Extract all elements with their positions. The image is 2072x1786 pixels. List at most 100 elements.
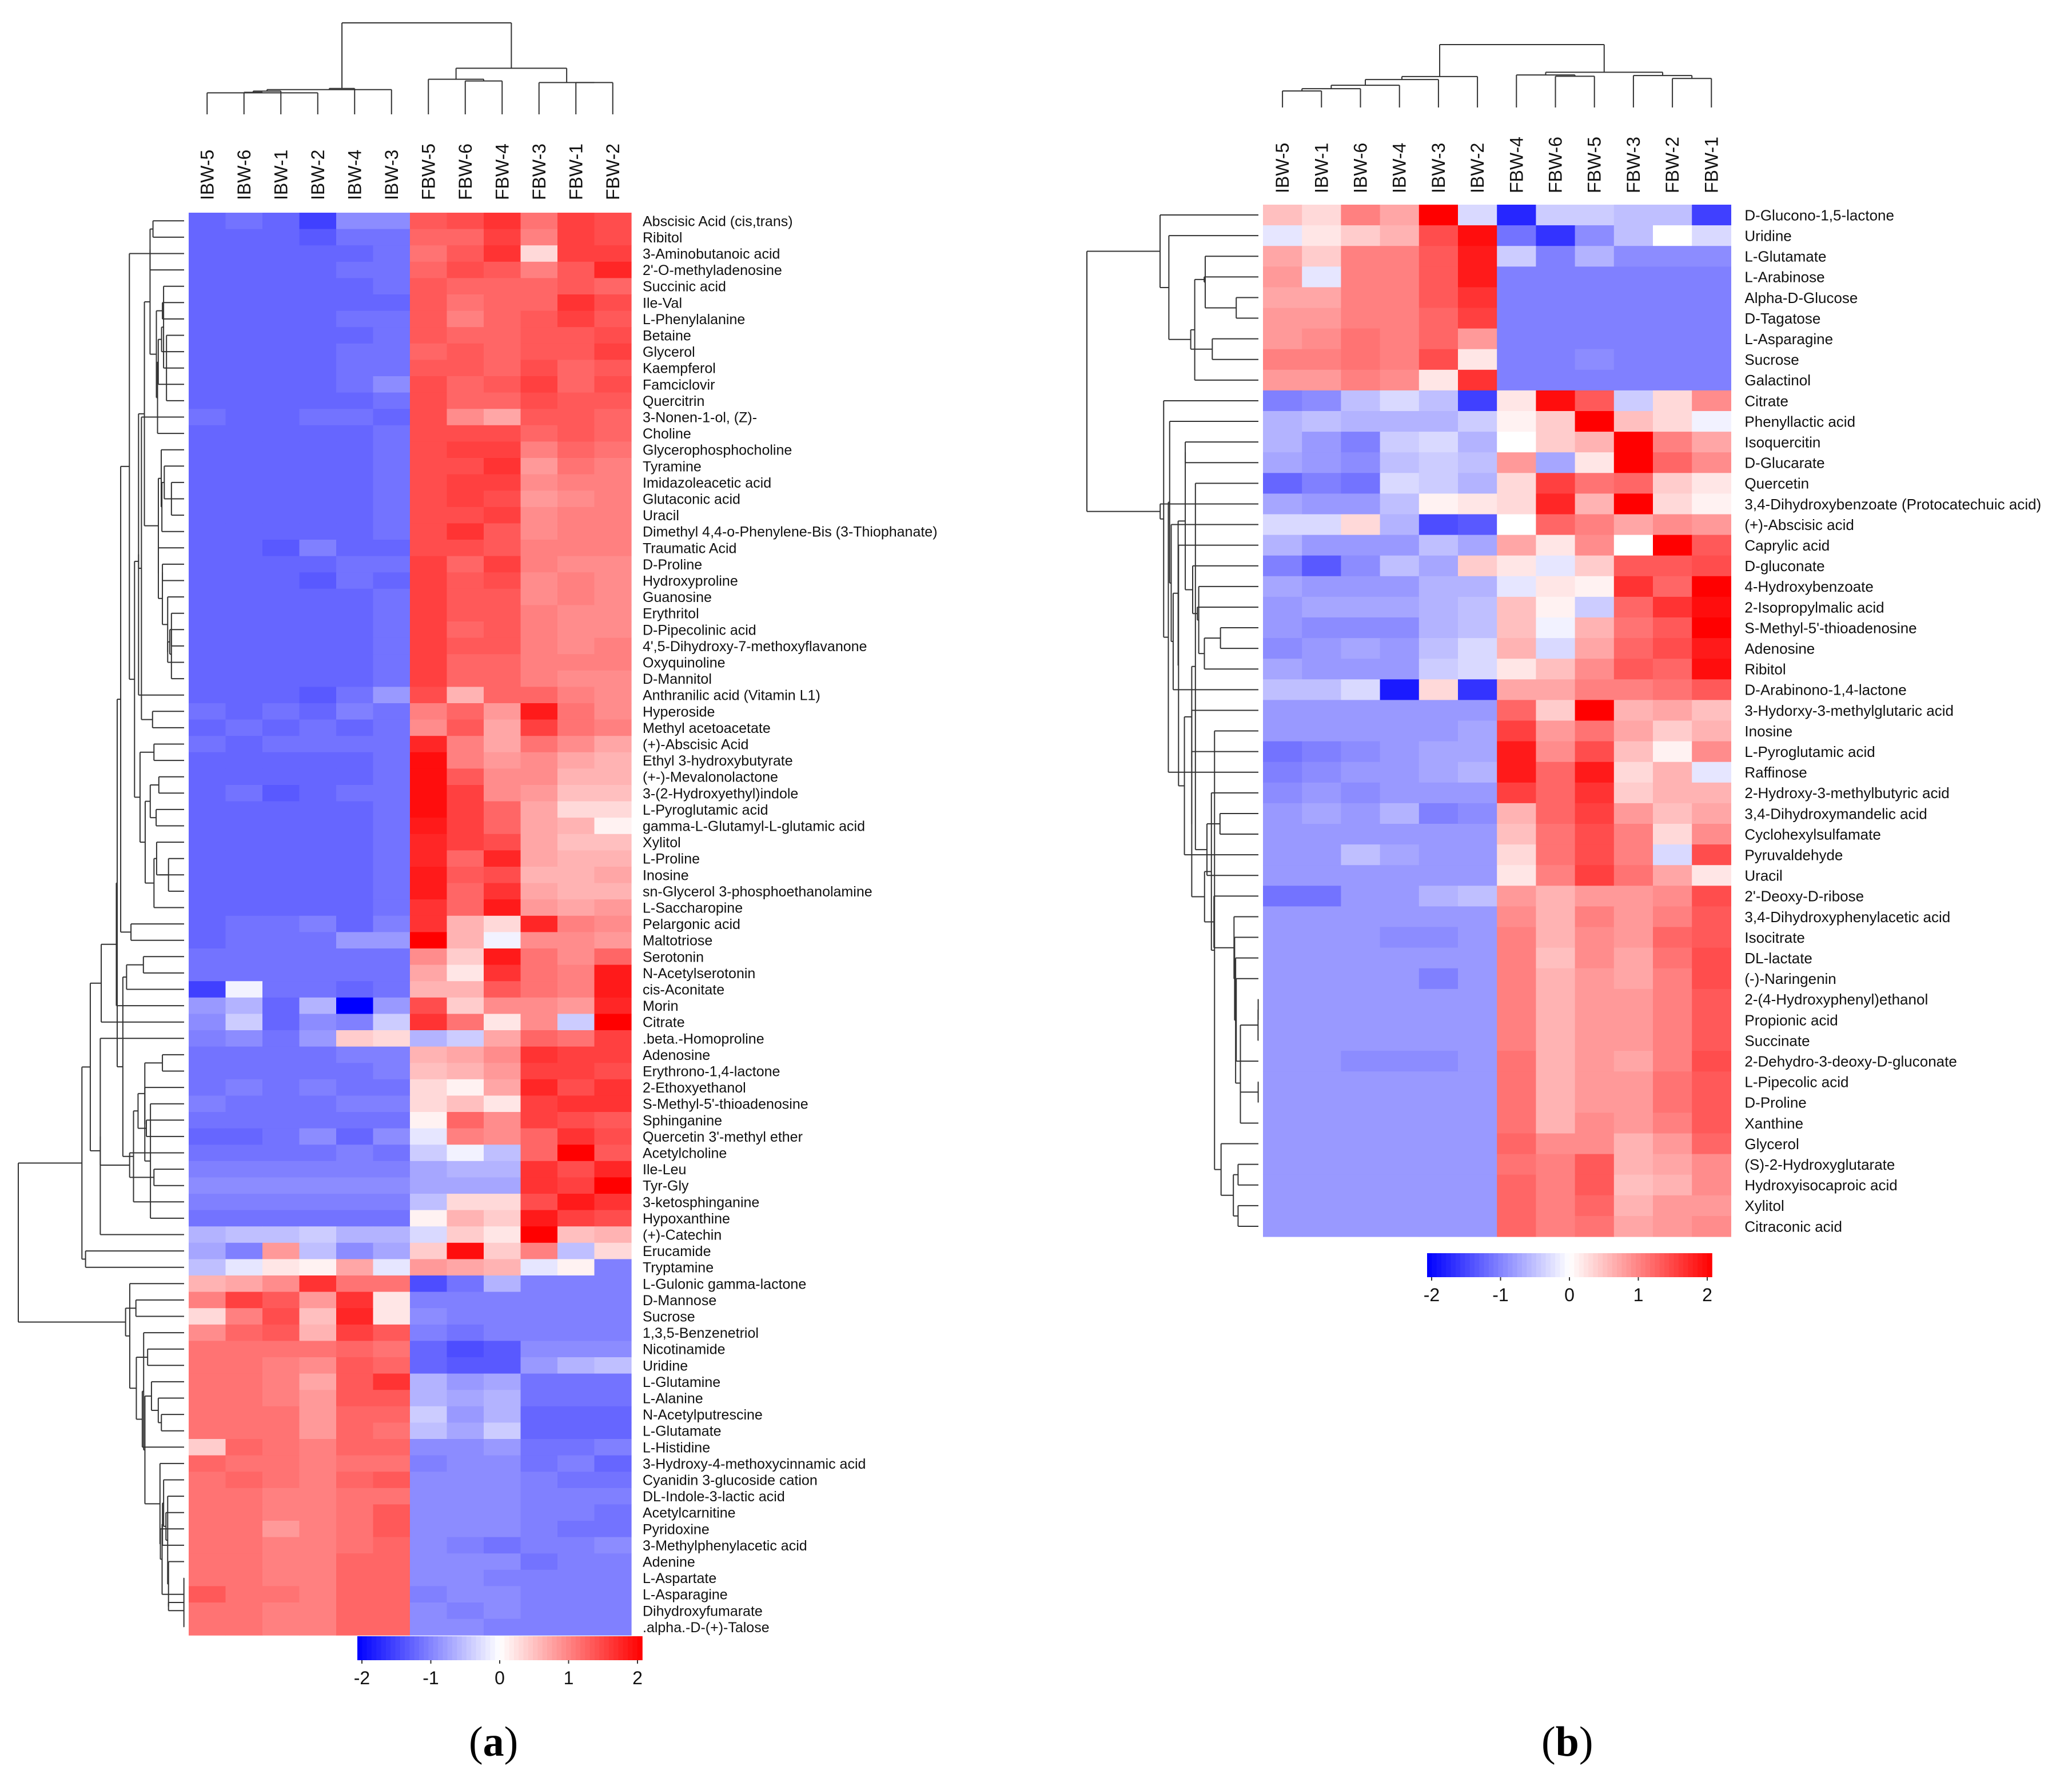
heatmap-cell bbox=[594, 213, 632, 230]
heatmap-cell bbox=[1653, 988, 1692, 1010]
legend-swatch bbox=[1698, 1253, 1703, 1277]
heatmap-cell bbox=[520, 1275, 558, 1293]
heatmap-cell bbox=[262, 850, 300, 867]
heatmap-cell bbox=[1341, 824, 1381, 845]
heatmap-cell bbox=[189, 1569, 226, 1586]
legend-swatch bbox=[1531, 1253, 1537, 1277]
heatmap-cell bbox=[594, 801, 632, 818]
heatmap-cell bbox=[484, 1226, 521, 1243]
heatmap-cell bbox=[1497, 576, 1536, 597]
heatmap-cell bbox=[225, 899, 263, 916]
heatmap-cell bbox=[1418, 700, 1459, 721]
row-label: Imidazoleacetic acid bbox=[643, 475, 771, 491]
heatmap-cell bbox=[594, 229, 632, 246]
heatmap-cell bbox=[410, 1242, 448, 1259]
heatmap-cell bbox=[410, 1324, 448, 1341]
heatmap-cell bbox=[1575, 1009, 1615, 1031]
heatmap-cell bbox=[557, 818, 595, 835]
heatmap-cell bbox=[1497, 906, 1536, 928]
heatmap-cell bbox=[594, 588, 632, 605]
heatmap-cell bbox=[1575, 411, 1615, 432]
row-label: Erucamide bbox=[643, 1243, 711, 1259]
heatmap-cell bbox=[557, 932, 595, 949]
legend-swatch bbox=[1545, 1253, 1551, 1277]
heatmap-cell bbox=[594, 1177, 632, 1194]
heatmap-cell bbox=[299, 621, 337, 639]
heatmap-cell bbox=[1692, 741, 1731, 763]
heatmap-cell bbox=[594, 1275, 632, 1293]
legend-swatch bbox=[1583, 1253, 1589, 1277]
heatmap-cell bbox=[336, 1308, 374, 1325]
heatmap-cell bbox=[1653, 886, 1692, 907]
heatmap-cell bbox=[1380, 1071, 1420, 1093]
row-label: (+-)-Mevalonolactone bbox=[643, 770, 778, 786]
heatmap-cell bbox=[447, 458, 484, 475]
heatmap-cell bbox=[1263, 988, 1302, 1010]
heatmap-cell bbox=[336, 834, 374, 851]
heatmap-cell bbox=[1263, 700, 1302, 721]
heatmap-cell bbox=[1380, 576, 1420, 597]
heatmap-cell bbox=[447, 736, 484, 753]
heatmap-cell bbox=[336, 785, 374, 802]
heatmap-cell bbox=[1613, 720, 1653, 742]
heatmap-cell bbox=[225, 1128, 263, 1145]
row-label: 2-Ethoxyethanol bbox=[643, 1080, 746, 1096]
heatmap-cell bbox=[262, 425, 300, 442]
heatmap-cell bbox=[447, 1291, 484, 1309]
heatmap-cell bbox=[1380, 1113, 1420, 1134]
heatmap-cell bbox=[373, 1357, 411, 1374]
heatmap-cell bbox=[299, 637, 337, 655]
heatmap-cell bbox=[299, 229, 337, 246]
heatmap-cell bbox=[1497, 473, 1536, 494]
heatmap-cell bbox=[1497, 225, 1536, 246]
heatmap-cell bbox=[1458, 1215, 1497, 1237]
heatmap-cell bbox=[1575, 514, 1615, 536]
heatmap-cell bbox=[1653, 246, 1692, 267]
heatmap-cell bbox=[557, 899, 595, 916]
heatmap-cell bbox=[557, 703, 595, 720]
heatmap-cell bbox=[1613, 1133, 1653, 1155]
heatmap-cell bbox=[1536, 1009, 1576, 1031]
heatmap-cell bbox=[1575, 1133, 1615, 1155]
heatmap-cell bbox=[484, 409, 521, 426]
panel-b-row-dendrogram bbox=[1086, 214, 1259, 1227]
heatmap-cell bbox=[1653, 1030, 1692, 1051]
row-label: Propionic acid bbox=[1744, 1011, 1838, 1028]
heatmap-cell bbox=[336, 1014, 374, 1031]
heatmap-cell bbox=[1418, 803, 1459, 824]
legend-swatch bbox=[1617, 1253, 1623, 1277]
heatmap-cell bbox=[336, 1521, 374, 1538]
heatmap-cell bbox=[520, 261, 558, 278]
heatmap-cell bbox=[1575, 679, 1615, 700]
heatmap-cell bbox=[484, 1079, 521, 1096]
row-label: Dihydroxyfumarate bbox=[643, 1603, 763, 1619]
legend-swatch bbox=[1455, 1253, 1461, 1277]
heatmap-cell bbox=[410, 441, 448, 459]
heatmap-cell bbox=[557, 1112, 595, 1129]
heatmap-cell bbox=[594, 474, 632, 491]
heatmap-cell bbox=[1497, 988, 1536, 1010]
row-label: Citrate bbox=[1744, 392, 1788, 409]
heatmap-cell bbox=[557, 1439, 595, 1456]
heatmap-cell bbox=[336, 1504, 374, 1521]
heatmap-cell bbox=[336, 1128, 374, 1145]
heatmap-cell bbox=[520, 1242, 558, 1259]
heatmap-cell bbox=[1341, 1174, 1381, 1196]
row-label: L-Aspartate bbox=[643, 1570, 716, 1586]
heatmap-cell bbox=[594, 392, 632, 409]
heatmap-cell bbox=[336, 1210, 374, 1227]
row-label: Dimethyl 4,4-o-Phenylene-Bis (3-Thiophan… bbox=[643, 524, 938, 540]
heatmap-cell bbox=[1536, 246, 1576, 267]
legend-swatch bbox=[1536, 1253, 1541, 1277]
heatmap-cell bbox=[1380, 782, 1420, 804]
heatmap-cell bbox=[1575, 349, 1615, 370]
heatmap-cell bbox=[373, 1242, 411, 1259]
heatmap-cell bbox=[1653, 844, 1692, 866]
heatmap-cell bbox=[557, 997, 595, 1014]
heatmap-cell bbox=[336, 1079, 374, 1096]
heatmap-cell bbox=[484, 1275, 521, 1293]
legend-swatch bbox=[466, 1636, 472, 1660]
heatmap-cell bbox=[225, 474, 263, 491]
heatmap-cell bbox=[373, 1390, 411, 1407]
heatmap-cell bbox=[1613, 659, 1653, 680]
